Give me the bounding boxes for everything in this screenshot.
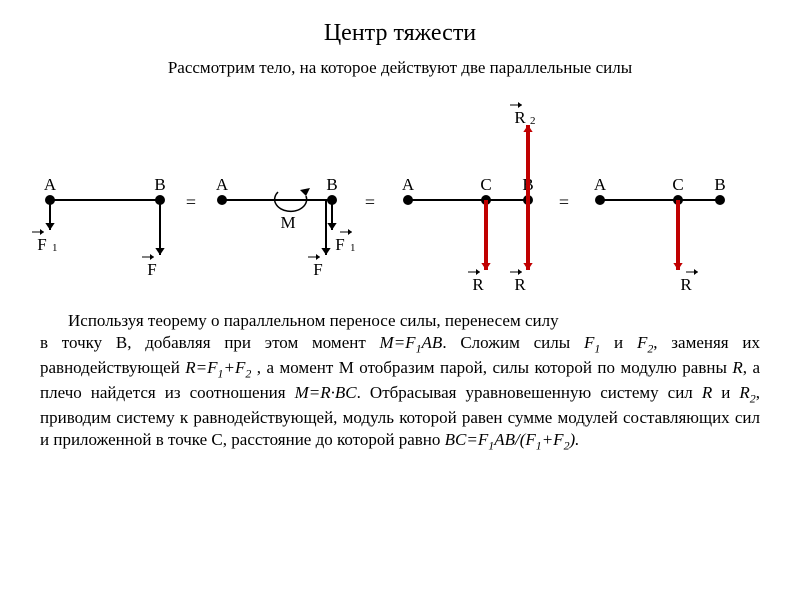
- svg-text:B: B: [714, 175, 725, 194]
- sym-F1: F1: [584, 333, 600, 352]
- svg-text:A: A: [594, 175, 607, 194]
- body-run: , а момент М отобразим парой, силы котор…: [251, 358, 732, 377]
- svg-text:R: R: [472, 275, 484, 294]
- body-run: и: [600, 333, 637, 352]
- svg-text:B: B: [154, 175, 165, 194]
- sym-R: R: [732, 358, 742, 377]
- eq-MRBC: M=R·BC: [295, 383, 357, 402]
- eq-BC: BC=F1AB/(F1+F2).: [445, 430, 580, 449]
- svg-text:C: C: [480, 175, 491, 194]
- body-run: в точку В, добавляя при этом момент: [40, 333, 380, 352]
- svg-text:F: F: [147, 260, 156, 279]
- diagram-panel: A B C R: [594, 175, 726, 294]
- diagram-panel: ABF1F: [32, 175, 166, 279]
- page-title: Центр тяжести: [0, 20, 800, 47]
- svg-text:M: M: [280, 213, 295, 232]
- body-run: . Отбрасывая уравновешенную систему сил: [357, 383, 702, 402]
- eq-R: R=F1+F2: [185, 358, 251, 377]
- svg-text:F: F: [335, 235, 344, 254]
- svg-text:=: =: [186, 192, 196, 212]
- svg-text:2: 2: [530, 115, 536, 127]
- sym-F2: F2: [637, 333, 653, 352]
- body-run: и: [712, 383, 739, 402]
- svg-text:A: A: [402, 175, 415, 194]
- svg-text:F: F: [313, 260, 322, 279]
- diagram-panel: ABCRR2R: [402, 102, 536, 294]
- svg-text:R: R: [514, 275, 526, 294]
- diagram-svg: ABF1FABMF1FABCRR2RABCR===: [0, 100, 800, 300]
- body-text: Используя теорему о параллельном перенос…: [40, 310, 760, 454]
- sym-R2a: R: [702, 383, 712, 402]
- body-line-1: Используя теорему о параллельном перенос…: [40, 310, 760, 332]
- page-subtitle: Рассмотрим тело, на которое действуют дв…: [0, 58, 800, 78]
- svg-text:A: A: [216, 175, 229, 194]
- svg-text:1: 1: [350, 242, 356, 254]
- svg-text:=: =: [559, 192, 569, 212]
- svg-text:B: B: [326, 175, 337, 194]
- diagram-row: ABF1FABMF1FABCRR2RABCR===: [0, 100, 800, 300]
- svg-text:A: A: [44, 175, 57, 194]
- svg-text:R: R: [680, 275, 692, 294]
- svg-text:F: F: [37, 235, 46, 254]
- body-run: . Сложим силы: [442, 333, 584, 352]
- svg-text:=: =: [365, 192, 375, 212]
- eq-M: M=F1AB: [380, 333, 443, 352]
- svg-text:1: 1: [52, 242, 58, 254]
- sym-R2: R2: [739, 383, 755, 402]
- svg-text:C: C: [672, 175, 683, 194]
- svg-text:R: R: [514, 108, 526, 127]
- diagram-panel: ABMF1F: [216, 175, 356, 279]
